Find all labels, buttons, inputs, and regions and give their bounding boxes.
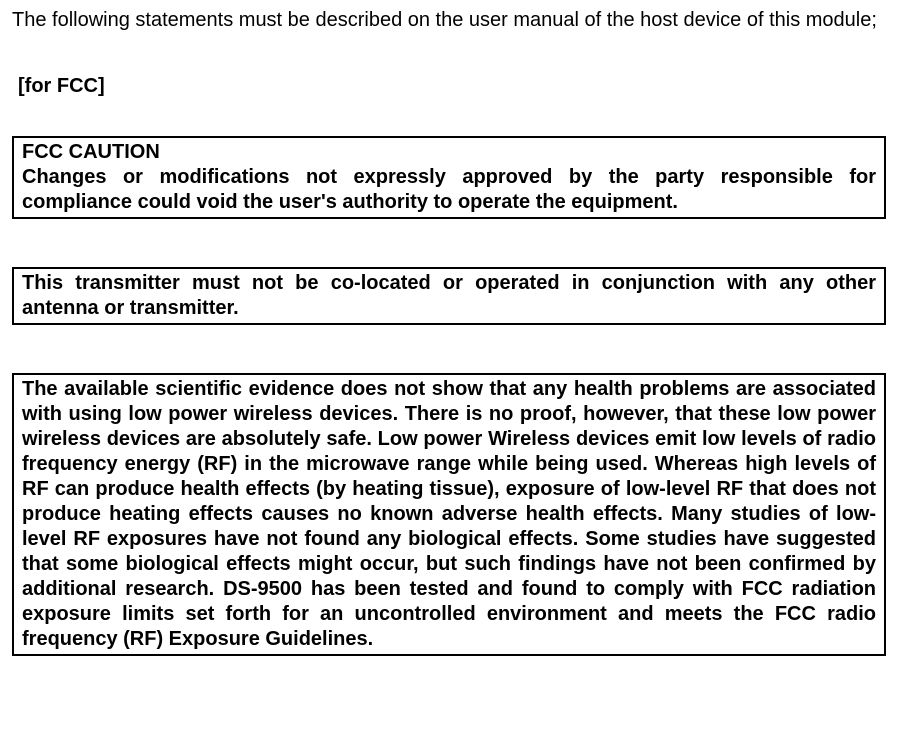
fcc-caution-title: FCC CAUTION — [22, 140, 876, 165]
rf-exposure-box: The available scientific evidence does n… — [12, 373, 886, 656]
rf-exposure-body: The available scientific evidence does n… — [22, 377, 876, 652]
fcc-caution-box: FCC CAUTION Changes or modifications not… — [12, 136, 886, 219]
transmitter-box: This transmitter must not be co-located … — [12, 267, 886, 325]
fcc-caution-body: Changes or modifications not expressly a… — [22, 165, 876, 215]
transmitter-body: This transmitter must not be co-located … — [22, 271, 876, 321]
intro-text: The following statements must be describ… — [12, 8, 886, 33]
section-label: [for FCC] — [18, 75, 886, 98]
